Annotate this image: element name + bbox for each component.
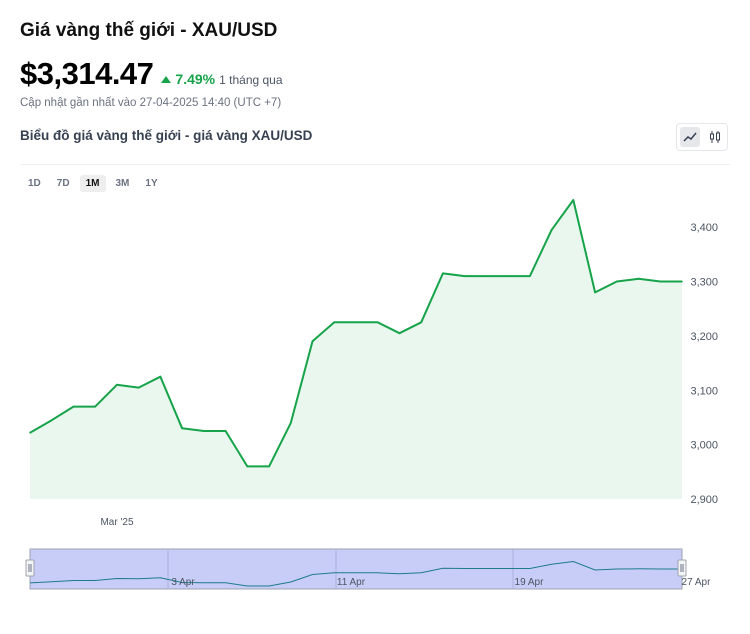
data-point: [550, 229, 553, 231]
line-chart-button[interactable]: [679, 127, 700, 147]
y-tick-label: 3,100: [690, 385, 718, 397]
y-tick-label: 3,400: [690, 222, 718, 234]
range-button-1d[interactable]: 1D: [28, 178, 41, 189]
data-point: [659, 280, 662, 283]
data-point: [485, 275, 488, 277]
data-point: [268, 465, 270, 468]
price-area: [30, 200, 682, 499]
data-point: [72, 405, 75, 408]
data-point: [224, 430, 227, 432]
y-tick-label: 3,300: [690, 277, 718, 289]
data-point: [94, 405, 96, 408]
data-point: [637, 278, 640, 280]
data-point: [246, 465, 249, 468]
navigator-label: 3 Apr: [171, 577, 195, 588]
last-updated: Cập nhật gần nhất vào 27-04-2025 14:40 (…: [20, 97, 282, 109]
data-point: [442, 272, 444, 275]
data-point: [572, 199, 575, 201]
data-point: [137, 386, 140, 389]
navigator-handle-right[interactable]: [677, 559, 687, 577]
arrow-up-icon: [161, 76, 172, 83]
data-point: [463, 275, 466, 277]
change-period: 1 tháng qua: [219, 73, 283, 87]
navigator-label: 27 Apr: [682, 577, 712, 588]
range-button-3m[interactable]: 3M: [115, 178, 130, 189]
navigator-range[interactable]: [29, 548, 683, 590]
data-point: [333, 321, 336, 324]
chart-type-switch: [676, 123, 728, 151]
data-point: [290, 422, 292, 424]
data-point: [594, 291, 596, 294]
data-point: [181, 427, 183, 430]
range-button-1m[interactable]: 1M: [79, 175, 106, 192]
change-percent: 7.49%: [175, 71, 216, 87]
chart-title: Biểu đồ giá vàng thế giới - giá vàng XAU…: [20, 128, 313, 143]
data-point: [311, 340, 314, 343]
data-point: [529, 275, 531, 277]
data-point: [681, 280, 683, 283]
data-point: [420, 321, 423, 324]
data-point: [507, 275, 509, 277]
data-point: [116, 384, 118, 386]
candlestick-chart-button[interactable]: [705, 127, 725, 147]
y-tick-label: 2,900: [690, 494, 718, 506]
data-point: [159, 375, 162, 378]
y-tick-label: 3,200: [690, 331, 718, 343]
navigator-handle-left[interactable]: [25, 559, 35, 577]
data-point: [355, 321, 357, 324]
divider: [20, 164, 730, 165]
chart-navigator: 3 Apr 11 Apr 19 Apr 27 Apr: [25, 548, 712, 590]
data-point: [616, 280, 618, 283]
data-point: [29, 431, 31, 434]
line-chart-icon: [682, 132, 697, 142]
page-title: Giá vàng thế giới - XAU/USD: [20, 20, 278, 41]
navigator-label: 19 Apr: [515, 577, 545, 588]
data-point: [398, 332, 401, 334]
range-selector: 1D 7D 1M 3M 1Y: [22, 175, 164, 192]
data-point: [203, 430, 205, 432]
data-point: [50, 419, 53, 421]
price-change: 7.49% 1 tháng qua: [161, 71, 283, 87]
current-price: $3,314.47: [20, 56, 154, 91]
price-chart: 3,400 3,300 3,200 3,100 3,000 2,900 Mar '25: [29, 199, 718, 528]
y-tick-label: 3,000: [690, 440, 718, 452]
navigator-series: [29, 560, 682, 587]
range-button-1y[interactable]: 1Y: [145, 178, 158, 189]
range-button-7d[interactable]: 7D: [56, 178, 70, 189]
candlestick-icon: [709, 131, 720, 143]
x-tick-label: Mar '25: [100, 517, 133, 528]
data-point: [376, 321, 379, 324]
price-row: $3,314.47 7.49% 1 tháng qua: [20, 56, 283, 92]
navigator-label: 11 Apr: [337, 577, 366, 588]
